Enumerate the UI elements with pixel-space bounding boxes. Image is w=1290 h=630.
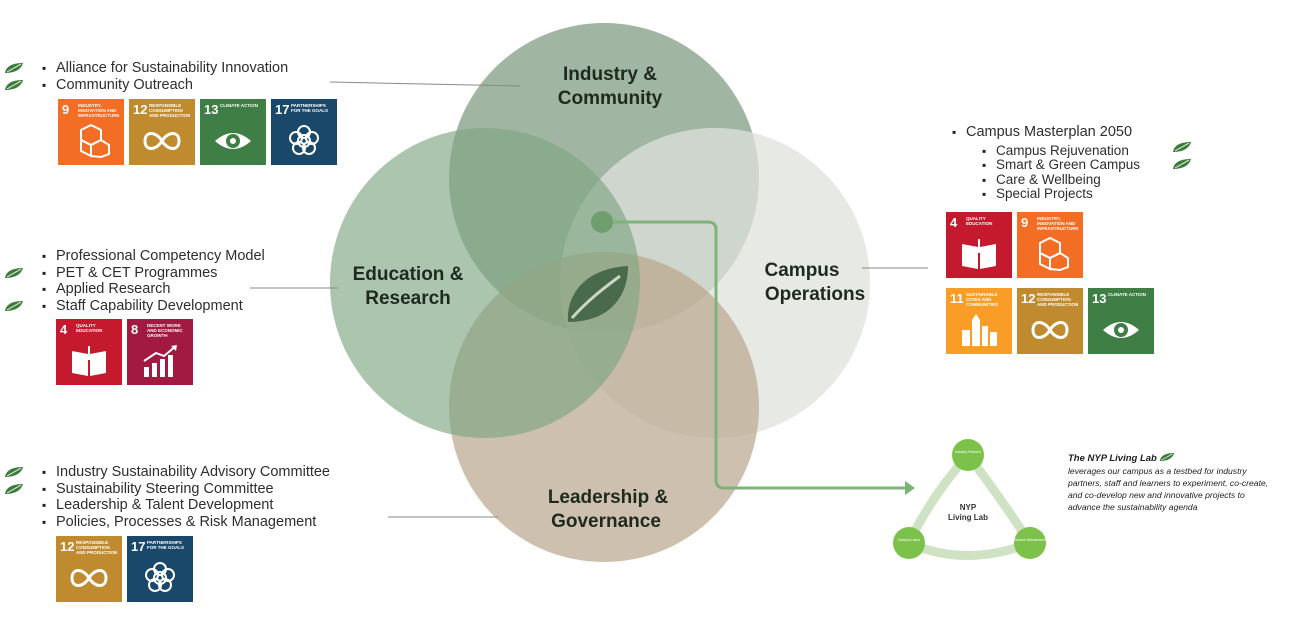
eye-icon — [215, 133, 251, 149]
living-lab-node-left-label: Campus Users — [898, 538, 921, 542]
leadership-governance-label-2: Governance — [551, 511, 661, 532]
sdg-tile: 8 Decent work and economic growth — [127, 319, 193, 385]
connector-line-industry — [329, 81, 521, 87]
leadership-governance-panel: Industry Sustainability Advisory Committ… — [42, 464, 330, 602]
list-item: Policies, Processes & Risk Management — [42, 514, 330, 531]
list-item: Campus Rejuvenation — [982, 143, 1140, 159]
growth-icon — [143, 345, 177, 377]
cubes-icon — [1039, 236, 1069, 272]
list-item: Campus Masterplan 2050 — [952, 124, 1140, 141]
campus-sub-list: Campus Rejuvenation Smart & Green Campus… — [982, 143, 1140, 202]
sdg-tile: 11 Sustainable cities and communities — [946, 288, 1012, 354]
education-research-label-2: Research — [365, 288, 451, 309]
leadership-sdg-row: 12 Responsible consumption and production… — [56, 536, 330, 602]
leaf-icon — [1172, 158, 1192, 170]
list-item: Special Projects — [982, 186, 1140, 202]
sdg-tile: 13 Climate action — [200, 99, 266, 165]
living-lab-node-right — [1014, 527, 1046, 559]
living-lab-node-top-label: Industry Partners — [955, 450, 981, 454]
campus-main-list: Campus Masterplan 2050 — [952, 124, 1140, 141]
leaf-icon — [4, 62, 24, 74]
industry-sdg-row: 9 Industry, innovation and infrastructure… — [58, 99, 337, 165]
list-item: Alliance for Sustainability Innovation — [42, 60, 337, 77]
living-lab-center-label-2: Living Lab — [948, 513, 988, 522]
list-item: Professional Competency Model — [42, 248, 265, 265]
sdg-tile: 13 Climate action — [1088, 288, 1154, 354]
living-lab-node-dot — [591, 211, 613, 233]
leaf-icon — [4, 466, 24, 478]
leadership-governance-label-1: Leadership & — [548, 487, 669, 508]
flower-icon — [145, 562, 175, 592]
campus-sdg-grid: 4 Quality education 9 Industry, innovation… — [946, 212, 1154, 354]
industry-community-label-2: Community — [558, 88, 663, 109]
living-lab-center-label-1: NYP — [960, 503, 977, 512]
living-lab-triangle: Industry Partners Campus Users Student R… — [893, 439, 1046, 560]
education-sdg-row: 4 Quality education 8 Decent work and econ… — [56, 319, 265, 385]
list-item: Industry Sustainability Advisory Committ… — [42, 464, 330, 481]
sdg-tile: 17 Partnerships for the goals — [127, 536, 193, 602]
living-lab-title: The NYP Living Lab — [1068, 453, 1157, 464]
sdg-tile: 12 Responsible consumption and production — [129, 99, 195, 165]
campus-operations-label-2: Operations — [765, 284, 865, 305]
campus-operations-label-1: Campus — [765, 260, 840, 281]
sdg-tile: 4 Quality education — [56, 319, 122, 385]
sdg-tile: 9 Industry, innovation and infrastructure — [1017, 212, 1083, 278]
living-lab-arrowhead — [905, 481, 915, 495]
leaf-icon — [4, 300, 24, 312]
education-items-list: Professional Competency Model PET & CET … — [42, 248, 265, 314]
list-item: Staff Capability Development — [42, 298, 265, 315]
education-research-circle — [330, 128, 640, 438]
leaf-icon — [4, 79, 24, 91]
eye-icon — [1103, 322, 1139, 338]
living-lab-node-left — [893, 527, 925, 559]
infinity-icon — [1031, 321, 1069, 339]
leaf-icon — [1172, 141, 1192, 153]
leaf-icon — [1159, 452, 1175, 462]
leaf-icon — [567, 266, 628, 322]
industry-community-panel: Alliance for Sustainability Innovation C… — [42, 60, 337, 165]
industry-items-list: Alliance for Sustainability Innovation C… — [42, 60, 337, 93]
infinity-icon — [70, 569, 108, 587]
list-item: Sustainability Steering Committee — [42, 481, 330, 498]
leaf-icon — [4, 267, 24, 279]
education-research-panel: Professional Competency Model PET & CET … — [42, 248, 265, 385]
list-item: Care & Wellbeing — [982, 172, 1140, 188]
campus-sdg-row-2: 11 Sustainable cities and communities 12 R… — [946, 288, 1154, 354]
campus-sdg-row-1: 4 Quality education 9 Industry, innovation… — [946, 212, 1154, 278]
living-lab-node-right-label: Student Researchers — [1014, 538, 1046, 542]
list-item: Leadership & Talent Development — [42, 497, 330, 514]
leadership-items-list: Industry Sustainability Advisory Committ… — [42, 464, 330, 530]
city-icon — [962, 314, 997, 346]
infinity-icon — [143, 132, 181, 150]
sdg-tile: 12 Responsible consumption and production — [1017, 288, 1083, 354]
industry-community-label-1: Industry & — [563, 64, 657, 85]
living-lab-node-top — [952, 439, 984, 471]
living-lab-body: leverages our campus as a testbed for in… — [1068, 466, 1269, 512]
sdg-tile: 4 Quality education — [946, 212, 1012, 278]
sdg-tile: 12 Responsible consumption and production — [56, 536, 122, 602]
sdg-tile: 9 Industry, innovation and infrastructure — [58, 99, 124, 165]
book-icon — [72, 346, 106, 376]
list-item: Community Outreach — [42, 77, 337, 94]
living-lab-description: The NYP Living Lab leverages our campus … — [1068, 452, 1273, 513]
living-lab-connector — [613, 220, 910, 490]
list-item: PET & CET Programmes — [42, 265, 265, 282]
book-icon — [962, 239, 996, 269]
leaf-icon — [4, 483, 24, 495]
flower-icon — [289, 125, 319, 155]
list-item: Applied Research — [42, 281, 265, 298]
sdg-tile: 17 Partnerships for the goals — [271, 99, 337, 165]
education-research-label-1: Education & — [353, 264, 464, 285]
campus-operations-panel: Campus Masterplan 2050 Campus Rejuvenati… — [952, 124, 1140, 202]
list-item: Smart & Green Campus — [982, 157, 1140, 173]
cubes-icon — [80, 123, 110, 159]
